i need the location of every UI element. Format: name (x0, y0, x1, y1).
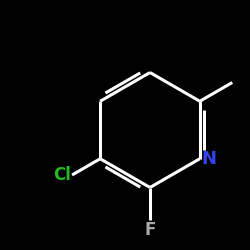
Text: F: F (144, 221, 156, 239)
Text: N: N (201, 150, 216, 168)
Text: Cl: Cl (53, 166, 71, 184)
